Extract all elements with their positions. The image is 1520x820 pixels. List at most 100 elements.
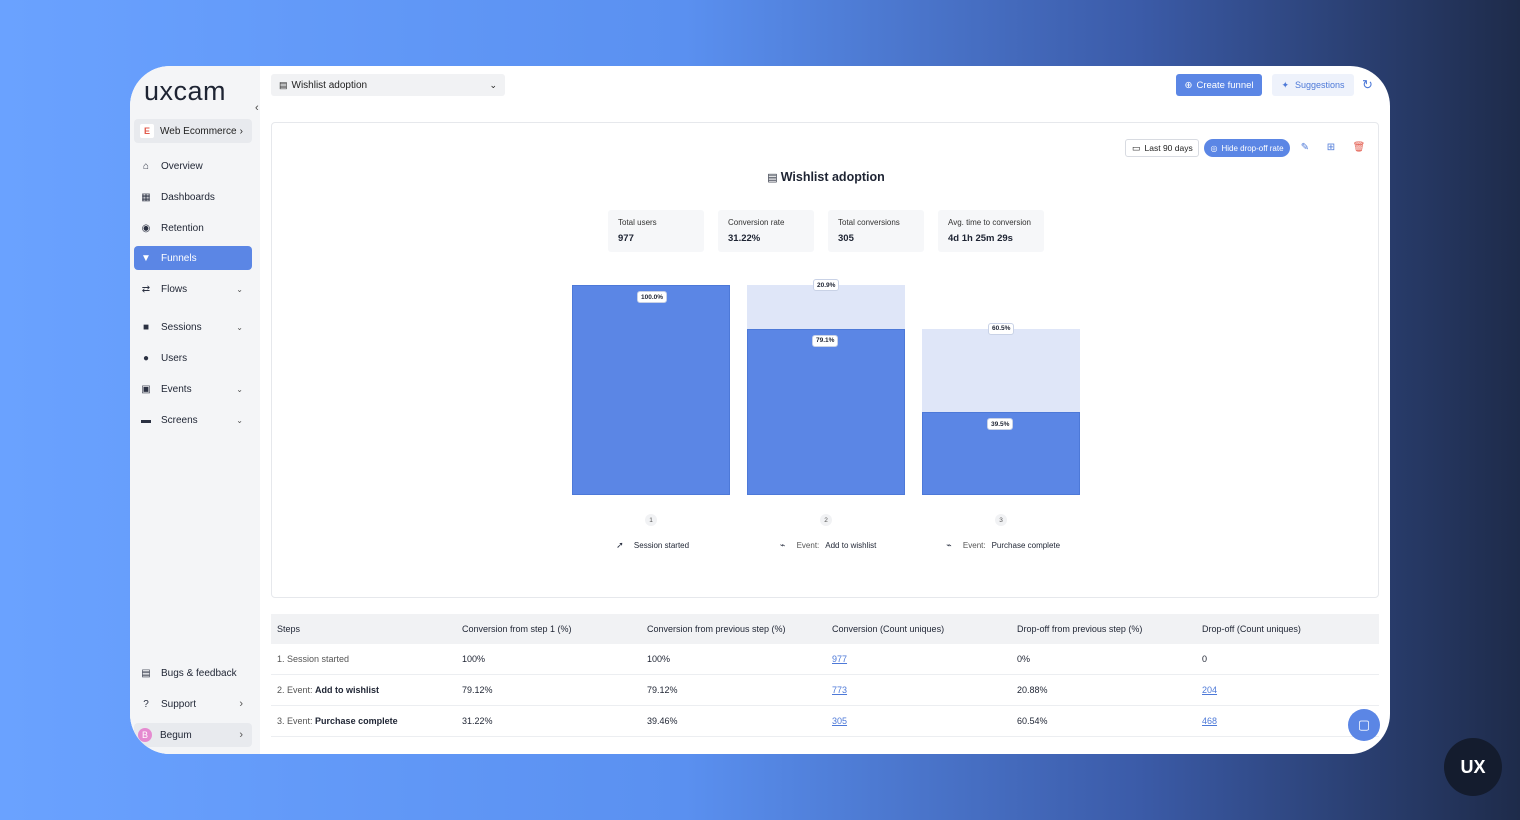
suggestions-button[interactable]: ✦ Suggestions (1272, 74, 1354, 96)
document-icon: ▤ (141, 667, 151, 679)
ux-corner-badge: UX (1444, 738, 1502, 796)
count-link[interactable]: 305 (832, 716, 848, 726)
conversion-bar[interactable] (747, 328, 905, 495)
stat-value: 305 (838, 233, 854, 244)
sidebar-item-label: Flows (161, 283, 188, 295)
dropoff-label: 60.5% (988, 322, 1015, 335)
date-range-picker[interactable]: ▭ Last 90 days (1125, 139, 1199, 157)
stat-value: 31.22% (728, 233, 761, 244)
chevron-down-icon: ⌄ (236, 322, 243, 332)
stat-label: Conversion rate (728, 218, 785, 227)
table-cell: 0% (1017, 654, 1031, 664)
funnel-selector-label: Wishlist adoption (291, 79, 368, 91)
step-name: Add to wishlist (825, 540, 877, 550)
chevron-down-icon: ⌄ (489, 79, 497, 90)
sidebar-item-label: Overview (161, 160, 203, 172)
sidebar-item-flows[interactable]: ⇄ Flows ⌄ (134, 277, 252, 301)
step-prefix: Event: (796, 540, 820, 550)
user-name: Begum (160, 729, 192, 741)
sidebar-item-retention[interactable]: ◉ Retention (134, 216, 252, 240)
chevron-left-icon[interactable]: ‹ (255, 102, 259, 114)
step-number: 1 (645, 514, 657, 526)
step-prefix: Event: (962, 540, 986, 550)
step-label: ⌁ Event: Add to wishlist (776, 539, 877, 551)
step-prefix: 3. Event: (277, 716, 313, 726)
chevron-right-icon: › (239, 698, 243, 710)
count-link[interactable]: 204 (1202, 685, 1218, 695)
retention-icon: ◉ (141, 222, 151, 234)
stat-label: Total users (618, 218, 657, 227)
sidebar-item-dashboards[interactable]: ▦ Dashboards (134, 185, 252, 209)
conversion-bar[interactable] (572, 285, 730, 495)
sidebar-item-label: Bugs & feedback (161, 667, 237, 679)
delete-icon[interactable]: 🗑 (1352, 141, 1366, 153)
column-header[interactable]: Conversion (Count uniques) (832, 624, 945, 634)
step-prefix: 1. (277, 654, 285, 664)
chevron-right-icon: › (239, 125, 243, 137)
app-selector[interactable]: E Web Ecommerce › (134, 119, 252, 143)
sidebar-item-label: Sessions (161, 321, 202, 333)
sidebar-item-support[interactable]: ? Support › (134, 692, 252, 716)
dashboard-icon: ▦ (141, 191, 151, 203)
sidebar-item-bugs-feedback[interactable]: ▤ Bugs & feedback (134, 661, 252, 685)
table-cell: 100% (647, 654, 671, 664)
edit-icon[interactable]: ✎ (1300, 141, 1310, 153)
step-cell: 3. Event: Purchase complete (271, 716, 456, 726)
table-row: 1. Session started 100% 100% 977 0% 0 (271, 644, 1379, 675)
sidebar-item-events[interactable]: ▣ Events ⌄ (134, 377, 252, 401)
refresh-icon[interactable]: ↻ (1362, 77, 1373, 92)
hide-dropoff-toggle[interactable]: ◎ Hide drop-off rate (1204, 139, 1290, 157)
app-name: Web Ecommerce (160, 125, 237, 137)
table-row: 3. Event: Purchase complete 31.22% 39.46… (271, 706, 1379, 737)
stat-value: 977 (618, 233, 634, 244)
step-name: Purchase complete (315, 716, 398, 726)
funnel-table: Steps Conversion from step 1 (%) Convers… (271, 614, 1379, 737)
notebook-icon: ▤ (279, 79, 288, 90)
conversion-label: 39.5% (987, 418, 1014, 431)
sidebar-item-screens[interactable]: ▬ Screens ⌄ (134, 408, 252, 432)
step-name: Purchase complete (991, 540, 1061, 550)
add-to-dashboard-icon[interactable]: ⊞ (1326, 141, 1336, 153)
table-header: Steps Conversion from step 1 (%) Convers… (271, 614, 1379, 644)
conversion-label: 79.1% (812, 334, 839, 347)
column-header[interactable]: Conversion from previous step (%) (647, 624, 786, 634)
funnel-selector[interactable]: ▤ Wishlist adoption ⌄ (271, 74, 505, 96)
create-funnel-label: Create funnel (1196, 79, 1254, 91)
create-funnel-button[interactable]: ⊕ Create funnel (1176, 74, 1262, 96)
step-label: ⌁ Event: Purchase complete (942, 539, 1060, 551)
date-range-label: Last 90 days (1144, 143, 1193, 153)
table-cell: 79.12% (647, 685, 678, 695)
table-cell: 204 (1196, 685, 1379, 695)
step-name: Session started (633, 540, 690, 550)
rocket-icon: ➚ (616, 539, 624, 550)
sidebar-item-overview[interactable]: ⌂ Overview (134, 154, 252, 178)
uxcam-logo[interactable]: uxcam (144, 76, 227, 106)
table-cell: 39.46% (647, 716, 678, 726)
table-cell: 60.54% (1017, 716, 1048, 726)
column-header[interactable]: Drop-off (Count uniques) (1202, 624, 1301, 634)
count-link[interactable]: 468 (1202, 716, 1218, 726)
sidebar-item-users[interactable]: ● Users (134, 346, 252, 370)
column-header[interactable]: Conversion from step 1 (%) (462, 624, 572, 634)
sidebar-item-sessions[interactable]: ■ Sessions ⌄ (134, 315, 252, 339)
monitor-icon: ▬ (141, 414, 151, 426)
count-link[interactable]: 773 (832, 685, 848, 695)
sidebar: uxcam ‹ E Web Ecommerce › ⌂ Overview ▦ D… (130, 66, 260, 754)
step-cell: 2. Event: Add to wishlist (271, 685, 456, 695)
column-header[interactable]: Drop-off from previous step (%) (1017, 624, 1143, 634)
table-cell: 31.22% (462, 716, 493, 726)
sidebar-item-funnels[interactable]: ▼ Funnels (134, 246, 252, 270)
table-cell: 305 (826, 716, 1011, 726)
column-header[interactable]: Steps (277, 624, 301, 634)
suggestions-label: Suggestions (1295, 80, 1345, 90)
stat-label: Total conversions (838, 218, 900, 227)
table-cell: 773 (826, 685, 1011, 695)
count-link[interactable]: 977 (832, 654, 848, 664)
table-cell: 79.12% (462, 685, 493, 695)
avatar: B (138, 728, 152, 742)
table-row: 2. Event: Add to wishlist 79.12% 79.12% … (271, 675, 1379, 706)
step-name: Add to wishlist (315, 685, 380, 695)
chat-icon[interactable]: ▢ (1348, 709, 1380, 741)
stat-value: 4d 1h 25m 29s (948, 233, 1013, 244)
user-menu[interactable]: B Begum › (134, 723, 252, 747)
